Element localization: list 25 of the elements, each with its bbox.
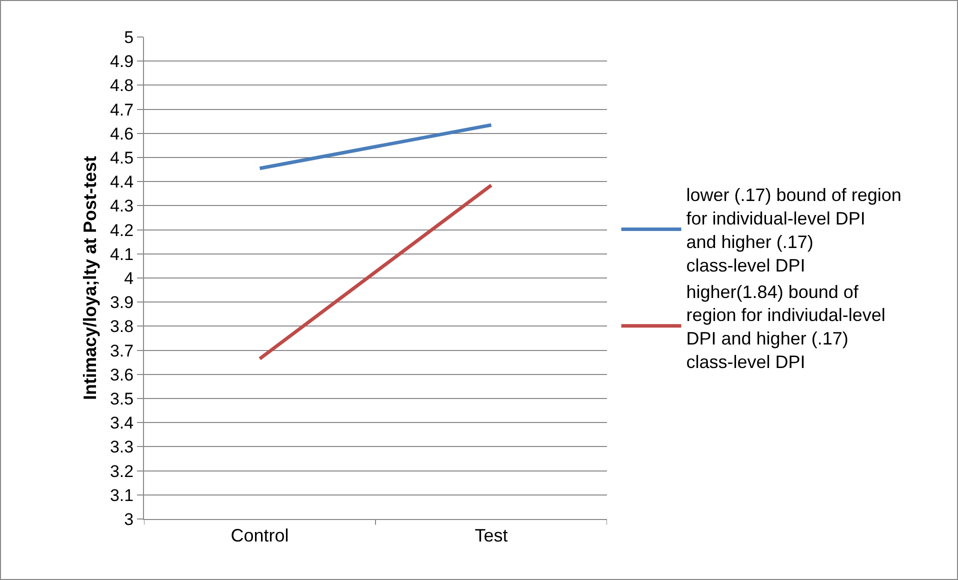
y-tick-label: 4.8 — [110, 76, 134, 96]
y-tick-label: 3.2 — [110, 462, 134, 481]
y-tick-label: 4.9 — [110, 52, 134, 72]
x-tick-label: Control — [230, 526, 289, 546]
y-tick-label: 3 — [124, 510, 134, 529]
y-tick-label: 4.7 — [110, 100, 134, 120]
y-axis-title: Intimacy/loya;lty at Post-test — [80, 156, 100, 400]
y-tick-label: 4.2 — [110, 220, 134, 240]
y-tick-label: 4.5 — [110, 148, 134, 168]
y-tick-label: 3.4 — [110, 414, 134, 433]
y-tick-label: 3.5 — [110, 389, 134, 408]
y-tick-label: 3.9 — [110, 293, 134, 312]
y-tick-label: 3.6 — [110, 365, 134, 384]
y-tick-label: 4 — [124, 268, 134, 288]
x-tick-label: Test — [474, 526, 508, 546]
y-tick-label: 4.6 — [110, 124, 134, 144]
y-tick-label: 5 — [124, 28, 134, 47]
y-tick-label: 4.3 — [110, 196, 134, 216]
legend-label: higher(1.84) bound of region for indiviudal-level DPI and higher (.17) class-level DPI — [686, 282, 886, 372]
y-tick-label: 3.3 — [110, 438, 134, 457]
y-tick-label: 3.7 — [110, 341, 134, 360]
y-tick-label: 4.4 — [110, 172, 134, 192]
y-tick-label: 3.1 — [110, 486, 134, 505]
y-tick-label: 4.1 — [110, 244, 134, 264]
y-tick-label: 3.8 — [110, 317, 134, 336]
